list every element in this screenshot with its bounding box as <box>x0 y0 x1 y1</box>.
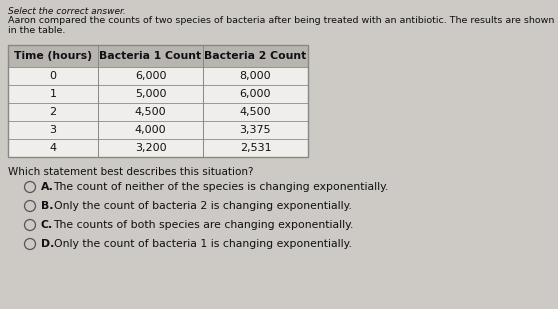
Text: D.: D. <box>41 239 54 249</box>
Text: Only the count of bacteria 1 is changing exponentially.: Only the count of bacteria 1 is changing… <box>54 239 352 249</box>
Text: B.: B. <box>41 201 53 211</box>
Text: Bacteria 1 Count: Bacteria 1 Count <box>99 51 201 61</box>
Bar <box>8 45 308 157</box>
Text: 3,375: 3,375 <box>240 125 271 135</box>
Text: 4,500: 4,500 <box>134 107 166 117</box>
Text: Only the count of bacteria 2 is changing exponentially.: Only the count of bacteria 2 is changing… <box>54 201 352 211</box>
Text: Time (hours): Time (hours) <box>14 51 92 61</box>
Text: The count of neither of the species is changing exponentially.: The count of neither of the species is c… <box>54 182 389 192</box>
Text: 5,000: 5,000 <box>134 89 166 99</box>
Text: Bacteria 2 Count: Bacteria 2 Count <box>204 51 307 61</box>
Text: Select the correct answer.: Select the correct answer. <box>8 7 126 16</box>
Bar <box>8 139 308 157</box>
Text: C.: C. <box>41 220 53 230</box>
Text: 3: 3 <box>50 125 56 135</box>
Text: 8,000: 8,000 <box>240 71 271 81</box>
Text: 6,000: 6,000 <box>240 89 271 99</box>
Text: 0: 0 <box>50 71 56 81</box>
Bar <box>8 121 308 139</box>
Text: 3,200: 3,200 <box>134 143 166 153</box>
Text: Aaron compared the counts of two species of bacteria after being treated with an: Aaron compared the counts of two species… <box>8 16 555 36</box>
Bar <box>8 67 308 85</box>
Text: 6,000: 6,000 <box>134 71 166 81</box>
Text: 4,500: 4,500 <box>240 107 271 117</box>
Bar <box>8 103 308 121</box>
Text: 2,531: 2,531 <box>240 143 271 153</box>
Text: 2: 2 <box>50 107 56 117</box>
Text: Which statement best describes this situation?: Which statement best describes this situ… <box>8 167 253 177</box>
Text: A.: A. <box>41 182 54 192</box>
Text: 1: 1 <box>50 89 56 99</box>
Bar <box>8 45 308 67</box>
Text: The counts of both species are changing exponentially.: The counts of both species are changing … <box>54 220 354 230</box>
Text: 4: 4 <box>50 143 56 153</box>
Text: 4,000: 4,000 <box>134 125 166 135</box>
Bar <box>8 85 308 103</box>
